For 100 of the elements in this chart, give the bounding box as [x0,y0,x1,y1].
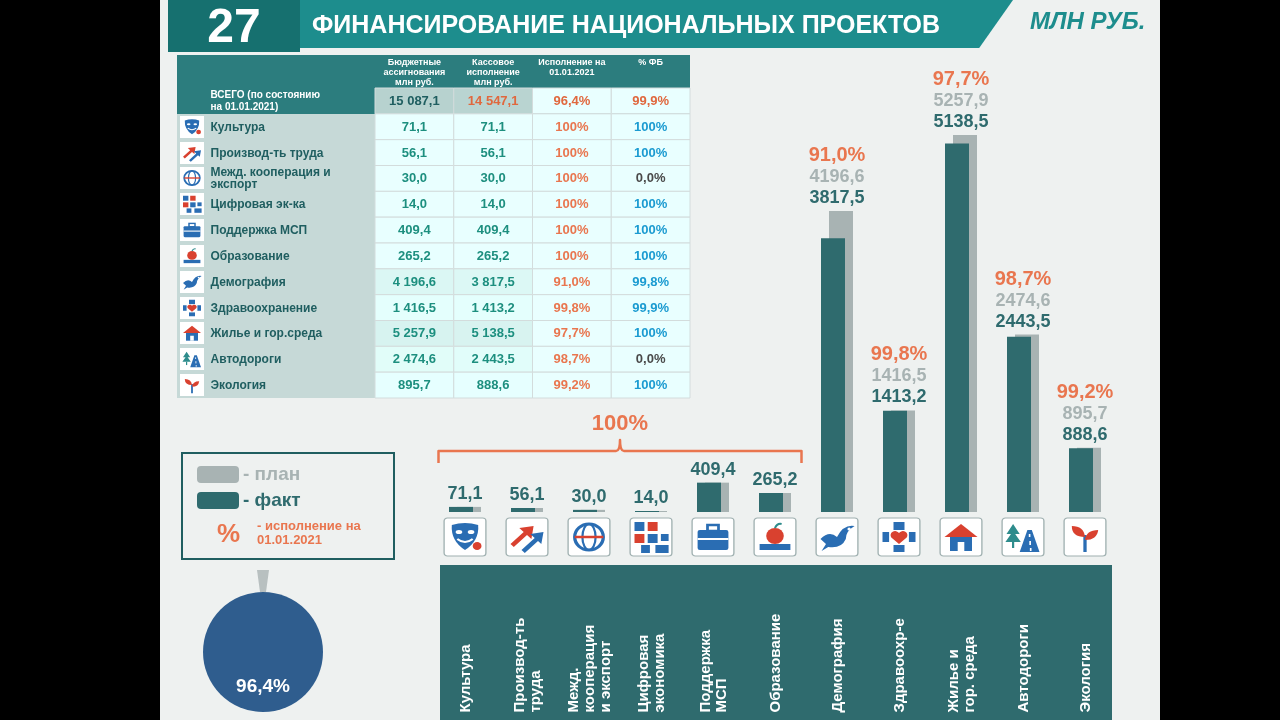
data-label: 895,7 [398,377,431,393]
x-tick-label: Образование [766,613,783,713]
data-label: 888,6 [1062,423,1108,444]
y-tick-label: ВСЕГО (по состоянию на 01.01.2021) [210,88,321,112]
annotation: 99,8% [870,342,928,365]
data-label: 2443,5 [995,310,1051,331]
data-label: 56,1 [480,144,506,160]
x-tick-label: Здравоохр-е [890,618,907,713]
bar [1069,448,1093,512]
legend-label: - план [243,463,301,485]
data-label: 895,7 [1062,402,1108,423]
data-label: 30,0 [480,170,506,186]
data-label: 4 196,6 [392,273,437,289]
annotation: 100% [590,410,650,436]
annotation: 98,7% [994,266,1052,289]
data-label: 100% [634,222,668,238]
text: % [217,518,241,548]
x-tick-label: Поддержка МСП [696,629,729,713]
data-label: 30,0 [571,485,607,506]
x-tick-label: Цифровая экономика [634,632,667,713]
data-label: 100% [555,170,589,186]
x-tick-label: Производ-ть труда [510,617,543,713]
x-tick-label: Жилье и гор. среда [944,635,977,714]
data-label: 30,0 [401,170,428,186]
data-label: 71,1 [480,118,506,134]
y-tick-label: Здравоохранение [210,300,318,315]
data-label: 98,7% [553,351,591,367]
y-tick-label: Цифровая эк-ка [210,197,306,212]
data-label: 2474,6 [995,289,1051,310]
y-tick-label: Образование [210,248,290,263]
y-tick-label: Поддержка МСП [210,223,308,238]
data-label: 71,1 [401,118,428,134]
data-label: 14,0 [633,487,669,507]
y-tick-label: Жилье и гор.среда [209,326,323,341]
text: - исполнение на 01.01.2021 [257,518,361,547]
data-label: 99,9% [632,299,670,315]
chart-title: ФИНАНСИРОВАНИЕ НАЦИОНАЛЬНЫХ ПРОЕКТОВ [312,9,941,40]
x-tick-label: Экология [1076,643,1093,713]
data-label: 14,0 [401,196,428,212]
data-label: 0,0% [635,351,666,367]
data-label: 265,2 [752,468,798,489]
data-label: 100% [555,144,589,160]
data-label: 5257,9 [933,90,989,110]
x-tick-label: Демография [828,618,845,713]
data-label: 100% [634,325,668,341]
bar [1007,336,1031,512]
data-label: 5 138,5 [471,325,515,341]
data-label: 409,4 [690,458,736,479]
bar [821,238,845,512]
x-tick-label: Бюджетные ассигнования млн руб. [383,56,446,87]
data-label: 100% [555,247,589,263]
data-label: 100% [555,222,589,238]
x-tick-label: Кассовое исполнение млн руб. [466,56,520,87]
data-label: 15 087,1 [389,92,440,108]
data-label: 409,4 [398,222,432,238]
data-label: 100% [634,247,668,263]
data-label: 1416,5 [871,365,927,386]
data-label: 2 443,5 [471,351,515,367]
data-label: 100% [555,118,589,134]
x-tick-label: Автодороги [1014,624,1031,713]
x-tick-label: Исполнение на 01.01.2021 [538,56,607,77]
x-tick-label: Культура [456,643,473,713]
annotation: 91,0% [808,143,866,166]
data-label: 2 474,6 [392,351,437,367]
chart-subtitle: МЛН РУБ. [1030,6,1146,36]
bar [759,492,783,512]
annotation: 99,2% [1056,379,1114,402]
data-label: 1 416,5 [392,299,437,315]
x-tick-label: % ФБ [638,56,664,67]
data-label: 1413,2 [871,386,927,407]
data-label: 100% [634,377,668,393]
data-label: 99,9% [632,92,670,108]
data-label: 56,1 [509,483,545,504]
bar [883,410,907,512]
data-label: 0,0% [635,170,666,186]
legend-label: - факт [243,489,301,511]
data-label: 100% [555,196,589,212]
data-label: 3 817,5 [471,273,515,289]
data-label: 265,2 [476,247,510,263]
y-tick-label: Демография [210,274,286,289]
data-label: 100% [634,118,668,134]
y-tick-label: Культура [210,119,266,134]
y-tick-label: Экология [210,378,267,393]
bar [511,507,535,512]
data-label: 1 413,2 [471,299,515,315]
y-tick-label: Межд. кооперация и экспорт [210,165,331,192]
data-label: 100% [634,144,668,160]
data-label: 888,6 [476,377,510,393]
data-label: 99,8% [553,299,591,315]
data-label: 409,4 [476,222,511,238]
data-label: 97,7% [553,325,591,341]
text: 96,4% [235,674,291,698]
data-label: 56,1 [401,144,428,160]
y-tick-label: Производ-ть труда [210,145,324,160]
bar [697,482,721,512]
data-label: 71,1 [447,482,483,503]
data-label: 14 547,1 [467,92,519,108]
data-label: 99,8% [632,273,670,289]
data-label: 14,0 [480,196,506,212]
data-label: 91,0% [553,273,591,289]
